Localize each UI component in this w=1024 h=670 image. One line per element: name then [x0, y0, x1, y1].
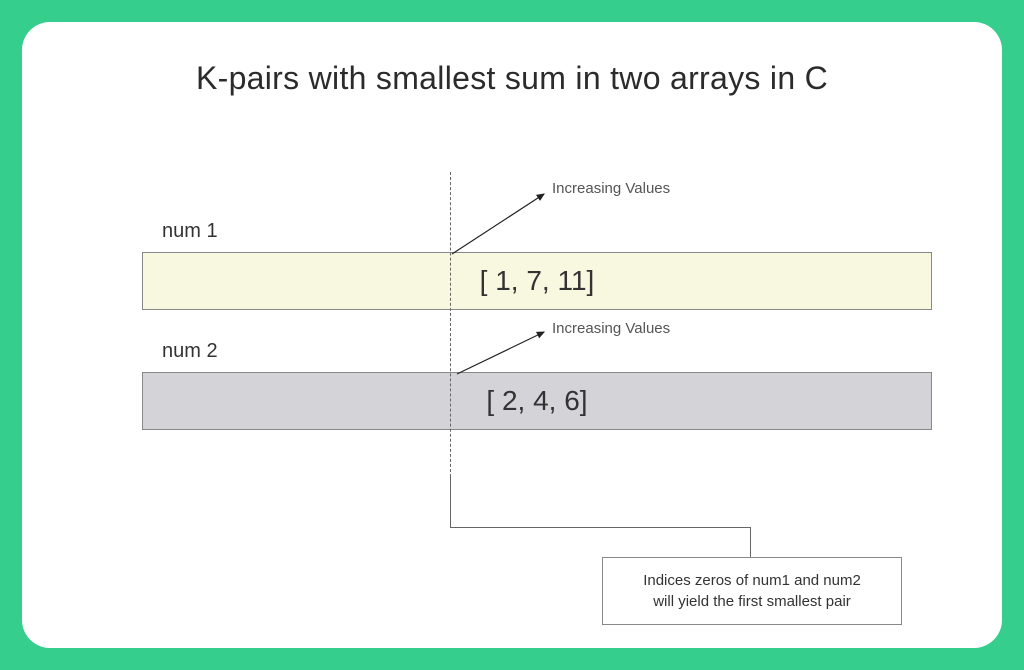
leader-line [450, 527, 750, 528]
callout-text-line1: Indices zeros of num1 and num2 [621, 570, 883, 591]
callout-box: Indices zeros of num1 and num2 will yiel… [602, 557, 902, 625]
leader-line [450, 477, 451, 527]
callout-text-line2: will yield the first smallest pair [621, 591, 883, 612]
outer-frame: K-pairs with smallest sum in two arrays … [0, 0, 1024, 670]
arrow-icon [22, 22, 1002, 648]
inner-card: K-pairs with smallest sum in two arrays … [22, 22, 1002, 648]
leader-line [750, 527, 751, 557]
